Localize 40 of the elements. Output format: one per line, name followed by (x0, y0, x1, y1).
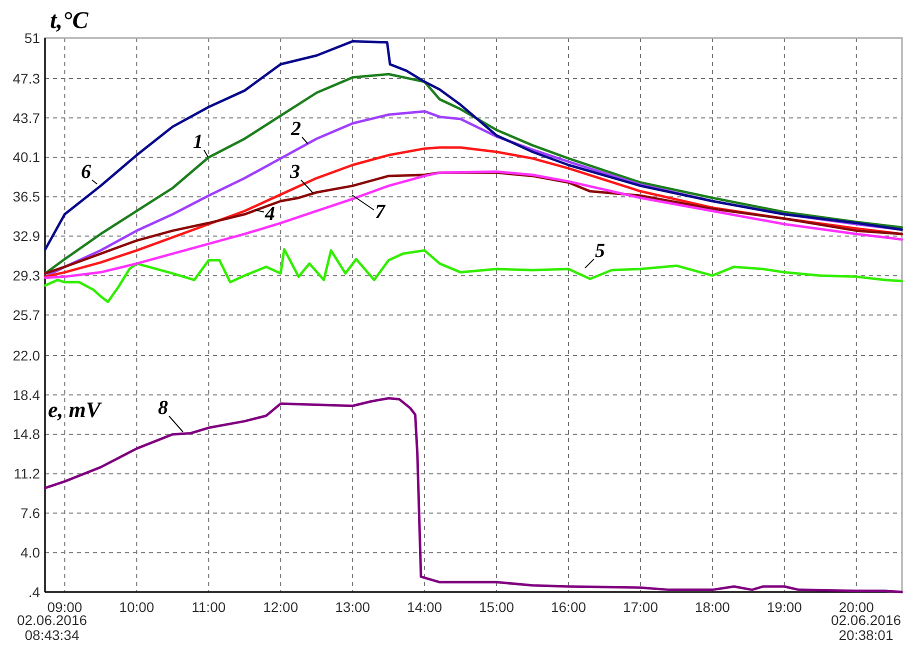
y-tick-label: 47.3 (12, 70, 40, 86)
x-tick-label: 17:00 (622, 599, 658, 615)
series-label: 8 (158, 397, 168, 419)
series-label: 1 (193, 131, 203, 153)
y-tick-label: 36.5 (12, 188, 40, 205)
series-label: 6 (81, 161, 91, 183)
x-tick-label: 14:00 (407, 599, 442, 615)
y-tick-label: 40.1 (12, 149, 40, 166)
series-label: 4 (264, 203, 275, 225)
series-label: 5 (595, 240, 605, 262)
y-tick-label: 22.0 (12, 347, 40, 364)
text: 02.06.2016 08:43:34 (16, 612, 88, 643)
x-tick-label: 13:00 (335, 599, 370, 615)
y-tick-label: 14.8 (12, 426, 40, 442)
y-tick-label: 29.3 (12, 267, 40, 284)
series-label: 2 (290, 118, 301, 140)
x-tick-label: 20:00 (838, 599, 874, 615)
x-tick-label: 09:00 (47, 599, 82, 615)
x-tick-label: 11:00 (192, 599, 226, 615)
y-tick-label: .4 (28, 584, 40, 600)
x-tick-label: 19:00 (766, 599, 802, 615)
text: 02.06.2016 20:38:01 (830, 612, 902, 643)
x-tick-label: 16:00 (550, 599, 586, 615)
x-tick-label: 12:00 (263, 599, 298, 615)
x-tick-label: 10:00 (119, 599, 154, 615)
y-tick-label: 32.9 (12, 228, 40, 244)
y-tick-label: 51 (24, 30, 40, 46)
annotation: e, mV (48, 397, 103, 422)
y-axis-title: t,°C (50, 8, 90, 34)
series-label: 7 (375, 201, 386, 223)
y-tick-label: 11.2 (14, 466, 40, 482)
series-label: 3 (289, 161, 300, 183)
y-tick-label: 25.7 (12, 306, 40, 323)
y-tick-label: 4.0 (20, 544, 40, 560)
x-tick-label: 15:00 (479, 599, 514, 615)
x-tick-label: 18:00 (694, 599, 730, 615)
y-tick-label: 7.6 (20, 505, 40, 522)
line-series (44, 72, 903, 275)
y-tick-label: 18.4 (12, 386, 40, 403)
y-tick-label: 43.7 (12, 110, 40, 126)
